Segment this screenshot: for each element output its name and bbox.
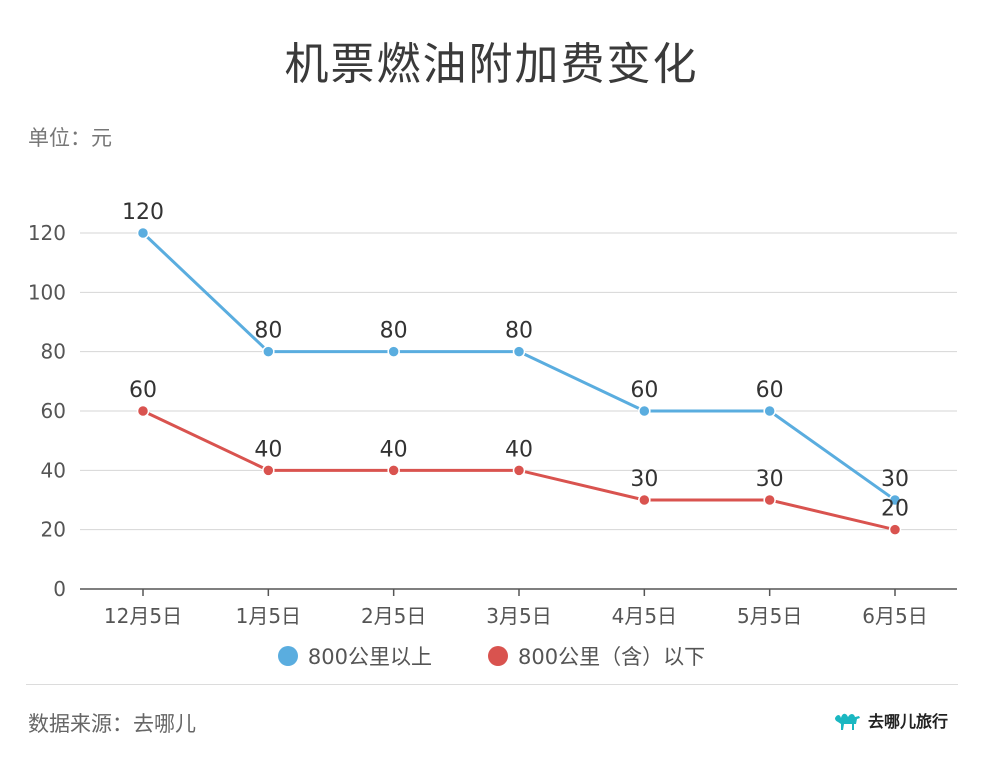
data-label: 120 [122, 200, 164, 225]
data-label: 40 [254, 437, 282, 462]
x-tick-label: 1月5日 [236, 604, 301, 628]
x-tick-label: 5月5日 [737, 604, 802, 628]
data-point [888, 493, 902, 507]
chart-legend: 800公里以上 800公里（含）以下 [0, 641, 983, 671]
data-label: 60 [129, 378, 157, 403]
data-point [888, 523, 902, 536]
data-point [763, 404, 776, 418]
legend-item-below-800km[interactable]: 800公里（含）以下 [488, 641, 705, 671]
data-label: 80 [254, 319, 282, 344]
data-label: 20 [881, 497, 909, 522]
data-point [763, 493, 776, 507]
data-label: 40 [505, 437, 533, 462]
data-label: 30 [630, 467, 658, 492]
unit-label: 单位：元 [28, 126, 112, 150]
y-tick-label: 120 [28, 221, 66, 245]
data-source: 数据来源：去哪儿 [28, 712, 196, 736]
x-tick-label: 3月5日 [486, 604, 551, 628]
x-tick-label: 2月5日 [361, 604, 426, 628]
x-tick-label: 6月5日 [862, 604, 927, 628]
data-point [262, 464, 275, 477]
data-point [262, 345, 275, 358]
data-label: 30 [881, 467, 909, 492]
y-tick-label: 60 [41, 399, 66, 423]
y-tick-label: 0 [53, 577, 66, 601]
legend-label-below: 800公里（含）以下 [518, 645, 706, 669]
data-label: 80 [505, 319, 533, 344]
legend-marker-above [277, 646, 298, 666]
data-point [387, 345, 400, 358]
data-label: 30 [756, 467, 784, 492]
y-tick-label: 100 [28, 280, 66, 304]
footer-divider [26, 684, 958, 685]
y-tick-label: 20 [41, 518, 66, 542]
data-point [136, 404, 150, 418]
data-label: 80 [380, 319, 408, 344]
brand-name: 去哪儿旅行 [868, 712, 949, 731]
legend-item-above-800km[interactable]: 800公里以上 [277, 641, 432, 671]
x-tick-label: 12月5日 [104, 604, 182, 628]
data-point [512, 345, 526, 358]
data-point [638, 493, 651, 507]
data-label: 60 [630, 378, 658, 403]
chart-title: 机票燃油附加费变化 [284, 39, 699, 90]
data-point [512, 464, 526, 477]
data-label: 40 [380, 437, 408, 462]
line-chart: 0 20 40 60 80 100 120 12月5日 1月5日 2月5日 3月5日 4月5日 5月5日… [28, 200, 957, 628]
brand-logo: 去哪儿旅行 [832, 708, 948, 732]
legend-label-above: 800公里以上 [307, 645, 432, 669]
data-label: 60 [756, 378, 784, 403]
data-point [638, 404, 651, 418]
y-tick-label: 80 [41, 340, 66, 364]
y-tick-label: 40 [41, 458, 66, 482]
data-point [387, 464, 400, 477]
data-point [136, 226, 150, 240]
camel-icon [835, 713, 860, 730]
legend-marker-below [488, 646, 508, 666]
x-tick-label: 4月5日 [612, 604, 677, 628]
